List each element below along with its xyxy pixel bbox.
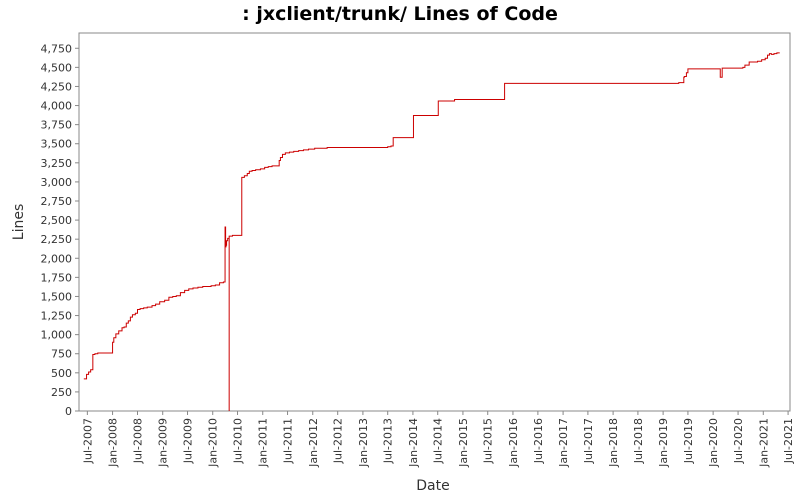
y-tick-label: 2,000 xyxy=(41,252,73,265)
x-tick-label: Jan-2019 xyxy=(657,418,670,468)
x-tick-label: Jul-2013 xyxy=(382,418,395,464)
x-tick-label: Jul-2011 xyxy=(282,418,295,464)
x-tick-label: Jan-2008 xyxy=(107,418,120,468)
x-tick-label: Jul-2020 xyxy=(732,418,745,464)
y-tick-label: 2,250 xyxy=(41,233,73,246)
y-tick-label: 4,750 xyxy=(41,42,73,55)
y-tick-label: 4,000 xyxy=(41,100,73,113)
x-tick-label: Jan-2021 xyxy=(757,418,770,468)
x-tick-label: Jul-2014 xyxy=(432,418,445,464)
y-tick-label: 1,250 xyxy=(41,310,73,323)
x-tick-label: Jul-2015 xyxy=(482,418,495,464)
y-tick-label: 500 xyxy=(51,367,72,380)
x-tick-label: Jul-2021 xyxy=(782,418,795,464)
y-tick-label: 1,750 xyxy=(41,271,73,284)
x-tick-label: Jul-2009 xyxy=(182,418,195,464)
x-tick-label: Jan-2013 xyxy=(357,418,370,468)
y-tick-label: 3,000 xyxy=(41,176,73,189)
x-axis-label: Date xyxy=(416,478,449,494)
y-tick-label: 2,500 xyxy=(41,214,73,227)
chart-title: : jxclient/trunk/ Lines of Code xyxy=(242,3,558,25)
y-tick-label: 2,750 xyxy=(41,195,73,208)
x-tick-label: Jan-2014 xyxy=(407,418,420,468)
y-tick-label: 1,000 xyxy=(41,329,73,342)
x-tick-label: Jan-2020 xyxy=(707,418,720,468)
y-tick-label: 3,750 xyxy=(41,119,73,132)
plot-area xyxy=(78,32,791,412)
x-tick-label: Jul-2010 xyxy=(232,418,245,464)
x-tick-label: Jan-2009 xyxy=(157,418,170,468)
y-tick-label: 3,250 xyxy=(41,157,73,170)
x-tick-label: Jul-2019 xyxy=(682,418,695,464)
x-tick-label: Jan-2017 xyxy=(557,418,570,468)
x-tick-label: Jan-2016 xyxy=(507,418,520,468)
y-tick-label: 0 xyxy=(65,405,72,418)
x-tick-label: Jan-2010 xyxy=(207,418,220,468)
x-tick-label: Jan-2015 xyxy=(457,418,470,468)
x-tick-label: Jul-2017 xyxy=(582,418,595,464)
x-tick-label: Jul-2018 xyxy=(632,418,645,464)
x-tick-label: Jul-2012 xyxy=(332,418,345,464)
x-axis: Jul-2007 Jan-2008 Jul-2008 Jan-2009 Jul-2009… xyxy=(81,411,795,468)
y-tick-label: 3,500 xyxy=(41,138,73,151)
x-tick-label: Jan-2011 xyxy=(257,418,270,468)
x-tick-label: Jul-2007 xyxy=(81,418,94,464)
y-tick-label: 750 xyxy=(51,348,72,361)
series-line xyxy=(83,52,780,411)
x-tick-label: Jul-2016 xyxy=(532,418,545,464)
y-tick-label: 1,500 xyxy=(41,290,73,303)
y-tick-label: 4,250 xyxy=(41,80,73,93)
x-tick-label: Jul-2008 xyxy=(132,418,145,464)
y-axis: 0 250 500 750 1,000 1,250 1,500 1,750 2,000 2,250… xyxy=(41,42,79,418)
y-tick-label: 250 xyxy=(51,386,72,399)
x-tick-label: Jan-2012 xyxy=(307,418,320,468)
y-tick-label: 4,500 xyxy=(41,61,73,74)
y-axis-label: Lines xyxy=(11,204,27,240)
x-tick-label: Jan-2018 xyxy=(607,418,620,468)
